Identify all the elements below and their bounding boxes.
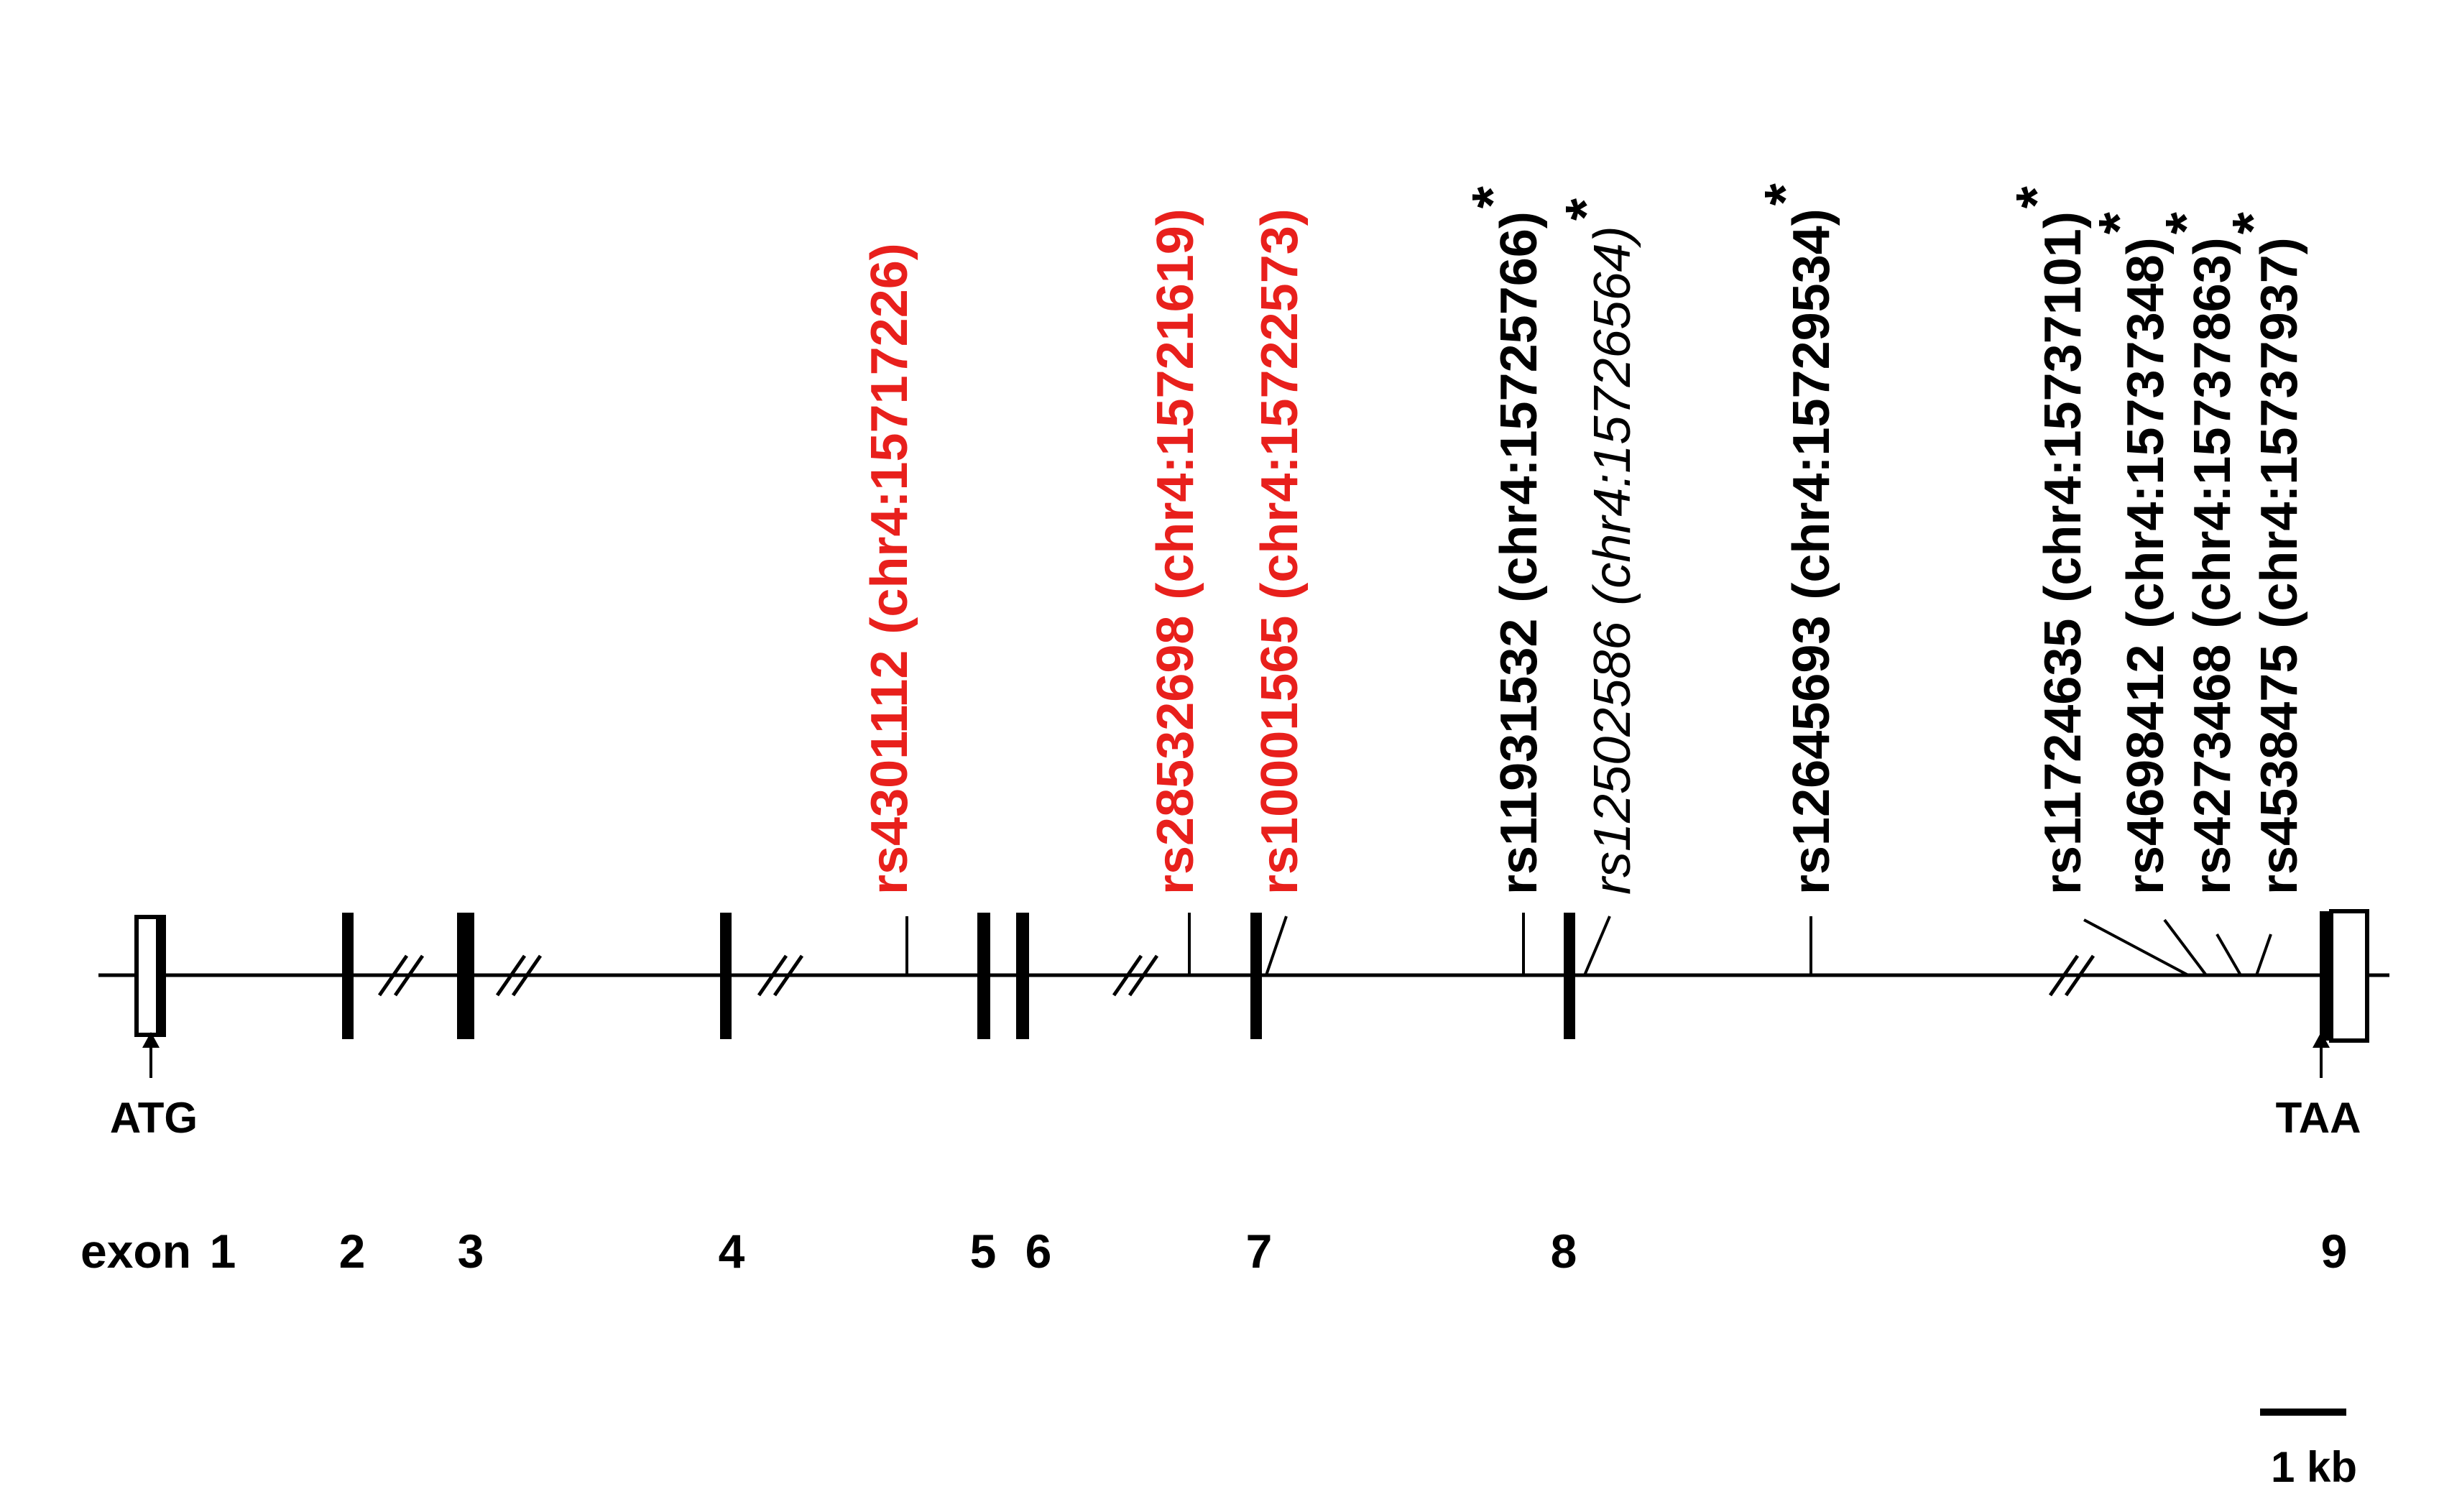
snp-rsid: rs11931532 xyxy=(1490,619,1548,895)
snp-rsid: rs12502586 xyxy=(1584,621,1641,895)
scale-bar-label: 1 kb xyxy=(2271,1443,2357,1491)
svg-text:rs28532698(chr4:15721619): rs28532698 (chr4:15721619) xyxy=(1147,208,1204,895)
snp-chromosome-position: (chr4:15737348) xyxy=(2117,237,2175,628)
exon-3-shape xyxy=(457,913,474,1039)
snp-significance-asterisk: * xyxy=(2087,211,2151,234)
exon-number-2: 2 xyxy=(339,1225,366,1278)
svg-text:rs12645693(chr4:15729534)*: rs12645693 (chr4:15729534)* xyxy=(1753,183,1840,895)
start-codon-label: ATG xyxy=(110,1094,198,1142)
svg-text:rs4698412(chr4:15737348)*: rs4698412 (chr4:15737348) * xyxy=(2087,211,2175,895)
exon-number-8: 8 xyxy=(1551,1225,1577,1278)
break-mark xyxy=(495,954,543,997)
svg-text:rs11724635(chr4:15737101)*: rs11724635 (chr4:15737101) * xyxy=(2004,185,2092,895)
exon-9-shape xyxy=(2320,909,2369,1043)
snp-connector-line xyxy=(2083,918,2189,977)
svg-text:rs12502586(chr4:15726564)*: rs12502586 (chr4:15726564) * xyxy=(1554,198,1641,895)
snp-label-rs12645693: rs12645693 (chr4:15729534)* xyxy=(1753,183,1840,895)
snp-connectors xyxy=(905,913,2272,977)
snp-chromosome-position: (chr4:15721619) xyxy=(1147,208,1204,599)
svg-text:rs4538475(chr4:15737937)*: rs4538475 (chr4:15737937) * xyxy=(2221,211,2308,895)
break-mark xyxy=(757,954,804,997)
snp-connector-line xyxy=(1583,916,1611,976)
exon-number-4: 4 xyxy=(719,1225,745,1278)
snp-connector-line xyxy=(1265,916,1288,976)
snp-chromosome-position: (chr4:15737101) xyxy=(2034,211,2092,602)
snp-rsid: rs4698412 xyxy=(2117,645,2175,895)
snp-label-rs4698412: rs4698412 (chr4:15737348) * xyxy=(2087,211,2175,895)
snp-rsid: rs28532698 xyxy=(1147,616,1204,895)
snp-significance-asterisk: * xyxy=(1554,198,1618,223)
exon-7-shape xyxy=(1250,913,1262,1039)
start-codon-arrow-icon xyxy=(142,1032,160,1078)
exon-8-shape xyxy=(1564,913,1575,1039)
snp-label-rs11724635: rs11724635 (chr4:15737101) * xyxy=(2004,185,2092,895)
snp-chromosome-position: (chr4:15726564) xyxy=(1584,226,1641,605)
snp-label-rs4538475: rs4538475 (chr4:15737937) * xyxy=(2221,211,2308,895)
exon-number-1: 1 xyxy=(210,1225,236,1278)
snp-rsid: rs4538475 xyxy=(2251,645,2308,895)
exon-number-6: 6 xyxy=(1025,1225,1052,1278)
exons xyxy=(134,909,2369,1043)
exon-prefix-label: exon xyxy=(80,1225,191,1278)
snp-significance-asterisk: * xyxy=(2154,211,2218,234)
snp-significance-asterisk: * xyxy=(1460,185,1524,208)
snp-rsid: rs12645693 xyxy=(1783,616,1840,895)
svg-text:rs10001565(chr4:15722573): rs10001565 (chr4:15722573) xyxy=(1251,208,1309,895)
snp-labels: rs4301112 (chr4:15717226) rs28532698 (chr4:… xyxy=(861,183,2308,895)
svg-text:rs4301112(chr4:15717226): rs4301112 (chr4:15717226) xyxy=(861,243,918,895)
snp-label-rs28532698: rs28532698 (chr4:15721619) xyxy=(1147,208,1204,895)
snp-rsid: rs10001565 xyxy=(1251,616,1309,895)
snp-significance-asterisk: * xyxy=(2221,211,2284,234)
snp-rsid: rs11724635 xyxy=(2034,619,2092,895)
snp-significance-asterisk: * xyxy=(2004,185,2068,208)
exon-number-9: 9 xyxy=(2321,1225,2348,1278)
snp-rsid: rs4273468 xyxy=(2184,645,2241,895)
exon-1-shape xyxy=(134,915,166,1037)
snp-chromosome-position: (chr4:15722573) xyxy=(1251,208,1309,599)
exon-2-shape xyxy=(342,913,354,1039)
exon-number-3: 3 xyxy=(458,1225,484,1278)
stop-codon-label: TAA xyxy=(2276,1094,2361,1142)
snp-label-rs11931532: rs11931532 (chr4:15725766) * xyxy=(1460,185,1548,895)
snp-chromosome-position: (chr4:15717226) xyxy=(861,243,918,634)
snp-label-rs4301112: rs4301112 (chr4:15717226) xyxy=(861,243,918,895)
exon-4-shape xyxy=(720,913,732,1039)
intron-break-marks xyxy=(377,954,2095,997)
exon-number-7: 7 xyxy=(1246,1225,1273,1278)
svg-text:rs11931532(chr4:15725766)*: rs11931532 (chr4:15725766) * xyxy=(1460,185,1548,895)
snp-chromosome-position: (chr4:15725766) xyxy=(1490,211,1548,602)
snp-rsid: rs4301112 xyxy=(861,650,918,895)
snp-connector-line xyxy=(2163,918,2208,977)
snp-chromosome-position: (chr4:15737937) xyxy=(2251,237,2308,628)
exon-5-shape xyxy=(977,913,990,1039)
stop-codon-arrow-icon xyxy=(2313,1032,2330,1078)
snp-chromosome-position: (chr4:15737863) xyxy=(2184,237,2241,628)
svg-text:rs4273468(chr4:15737863)*: rs4273468 (chr4:15737863) * xyxy=(2154,211,2241,895)
snp-significance-asterisk: * xyxy=(1753,183,1817,206)
snp-connector-line xyxy=(2255,934,2272,976)
snp-chromosome-position: (chr4:15729534) xyxy=(1783,208,1840,599)
break-mark xyxy=(1112,954,1159,997)
snp-label-rs4273468: rs4273468 (chr4:15737863) * xyxy=(2154,211,2241,895)
snp-label-rs12502586: rs12502586 (chr4:15726564) * xyxy=(1554,198,1641,895)
break-mark xyxy=(377,954,425,997)
break-mark xyxy=(2048,954,2095,997)
exon-6-shape xyxy=(1016,913,1029,1039)
exon-number-5: 5 xyxy=(970,1225,997,1278)
snp-connector-line xyxy=(2216,933,2242,977)
snp-label-rs10001565: rs10001565 (chr4:15722573) xyxy=(1251,208,1309,895)
